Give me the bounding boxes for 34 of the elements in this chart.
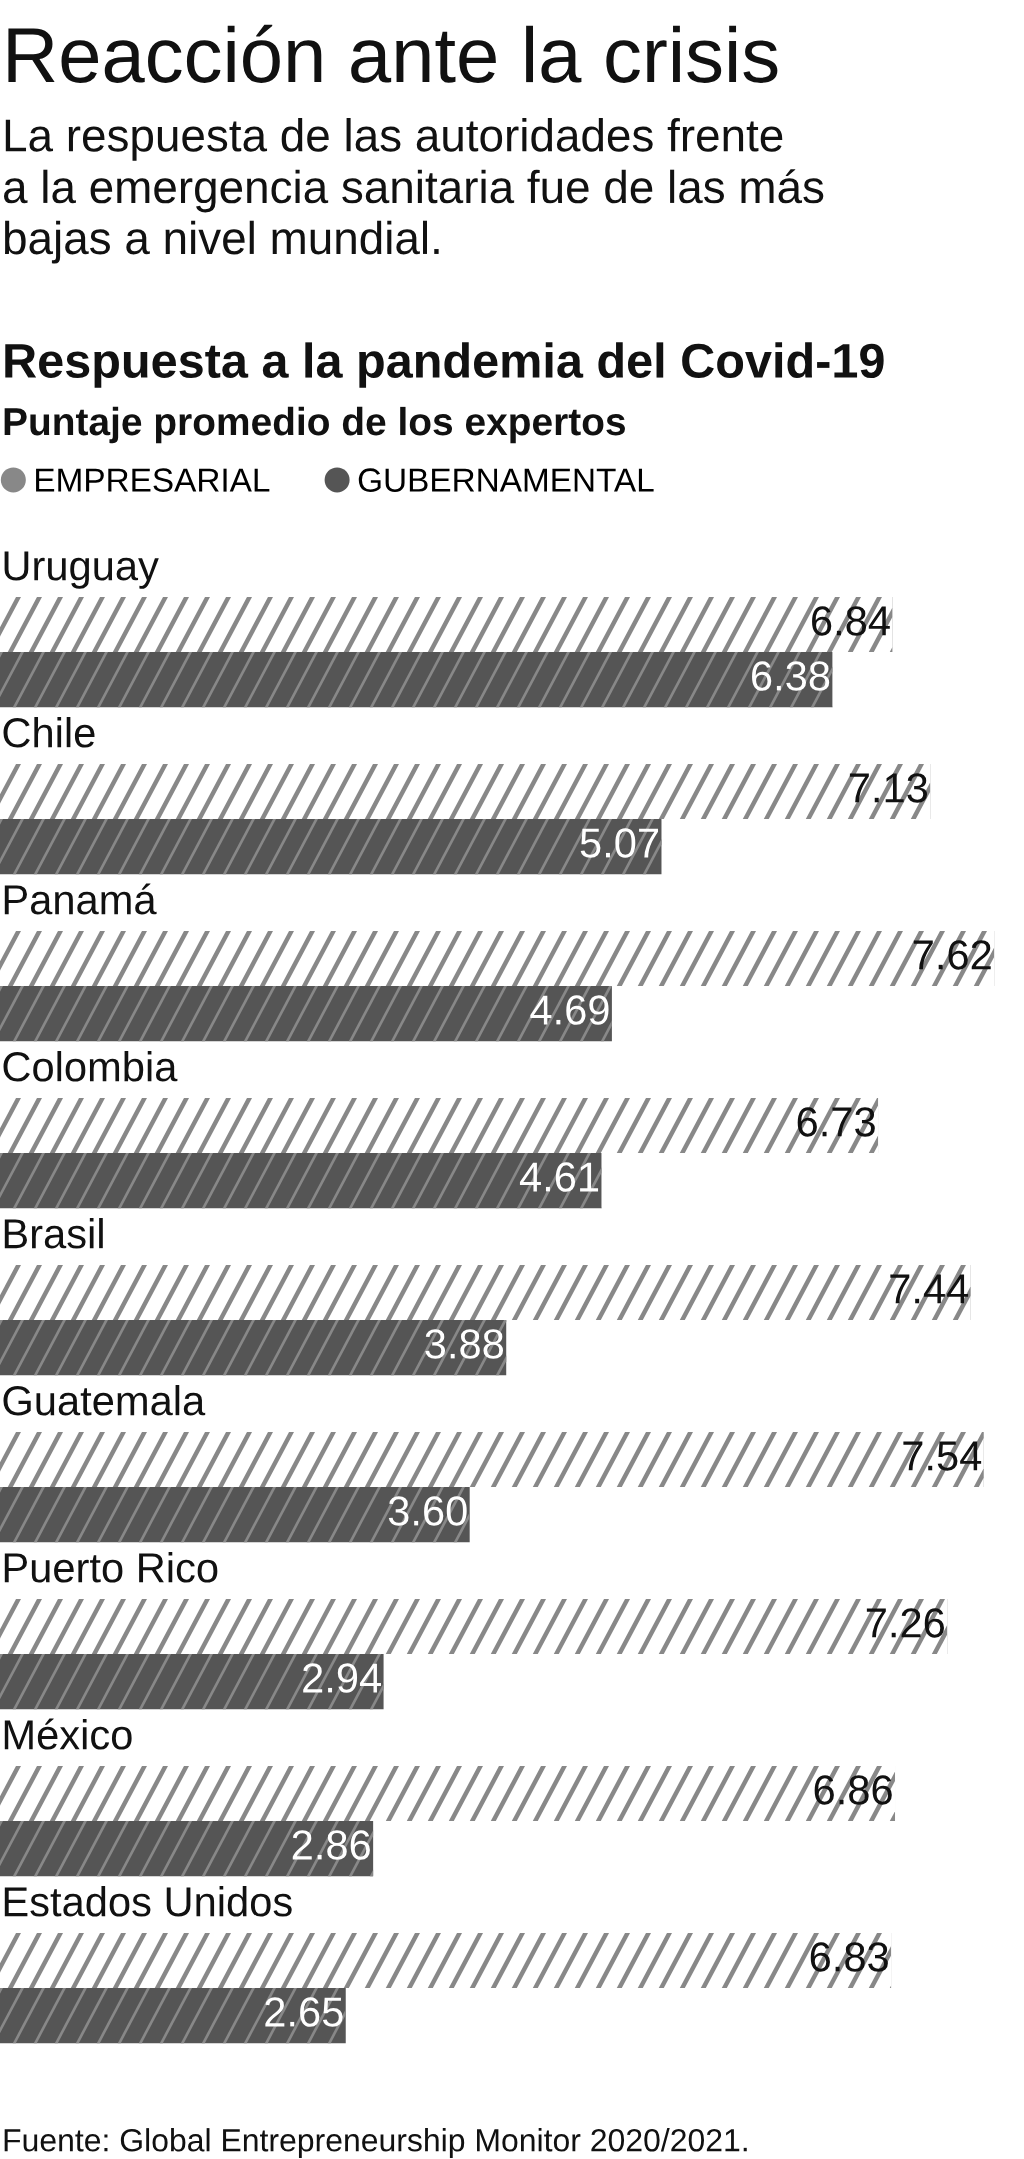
y-tick-label: Estados Unidos	[4, 1885, 292, 1917]
data-label: 7.26	[866, 1608, 944, 1638]
data-label: 7.13	[849, 773, 928, 803]
data-label: 6.83	[810, 1942, 888, 1972]
y-tick-label: Colombia	[3, 1050, 178, 1082]
data-label: 7.62	[913, 940, 991, 970]
data-label: 5.07	[580, 828, 659, 858]
text: Respuesta a la pandemia del Covid-19	[5, 342, 884, 388]
y-tick-label: Uruguay	[4, 551, 159, 589]
y-tick-label: Guatemala	[3, 1384, 206, 1416]
data-label: 2.94	[303, 1663, 381, 1693]
data-label: 4.61	[519, 1162, 599, 1192]
data-label: 6.73	[797, 1107, 875, 1137]
y-tick-label: México	[4, 1718, 132, 1750]
data-label: 3.88	[425, 1329, 504, 1359]
y-tick-label: Brasil	[4, 1217, 103, 1249]
chart-subtitle: La respuesta de las autoridades frente a la emergencia sanitaria fue de las más bajas a nivel mundial.	[4, 118, 824, 264]
data-label: 7.44	[890, 1274, 969, 1304]
text: Puntaje promedio de los expertos	[4, 406, 625, 444]
data-label: 4.69	[530, 995, 609, 1025]
legend-label: EMPRESARIAL	[36, 468, 270, 492]
source-note: Fuente: Global Entrepreneurship Monitor 2020/2021.	[4, 2128, 747, 2158]
data-label: 7.54	[903, 1441, 982, 1471]
data-label: 6.86	[814, 1775, 892, 1805]
data-label: 2.86	[292, 1830, 370, 1860]
data-label: 3.60	[388, 1496, 467, 1526]
legend-label: GUBERNAMENTAL	[358, 468, 654, 492]
data-label: 2.65	[265, 1997, 343, 2027]
y-tick-label: Puerto Rico	[4, 1551, 218, 1583]
chart-title: Reacción ante la crisis	[8, 24, 778, 83]
data-label: 6.38	[752, 661, 830, 691]
y-tick-label: Panamá	[4, 883, 157, 915]
data-label: 6.84	[812, 606, 890, 636]
y-tick-label: Chile	[3, 716, 95, 748]
